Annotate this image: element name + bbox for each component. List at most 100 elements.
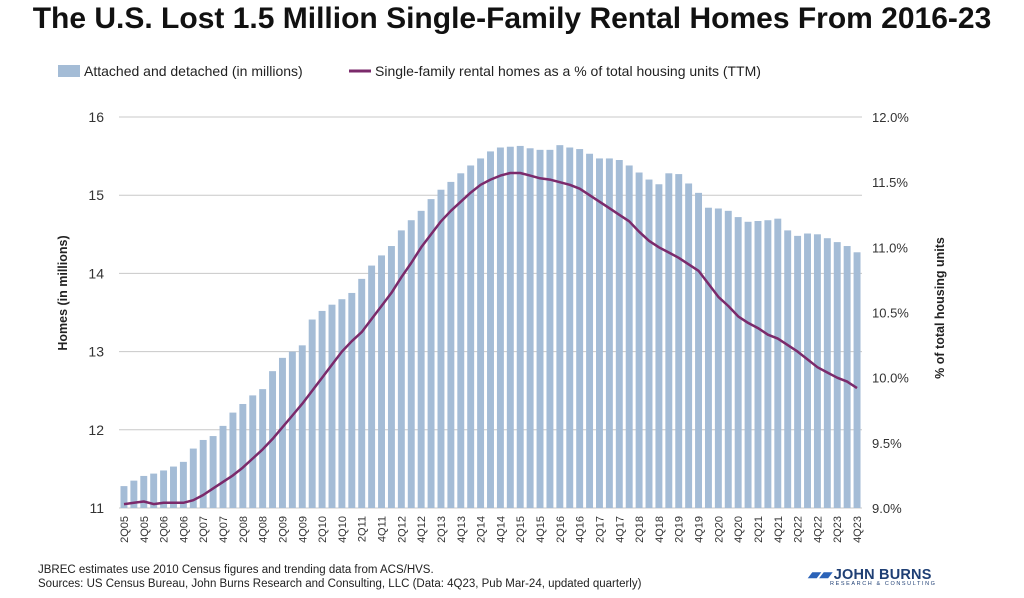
bar [487,151,494,508]
bar [229,412,237,508]
y-left-tick-label: 13 [88,344,104,360]
bar [704,207,712,508]
x-tick-label: 4Q17 [614,516,626,543]
bar [645,179,653,508]
bar [714,208,722,508]
bar [368,265,376,508]
footnotes: JBREC estimates use 2010 Census figures … [38,563,641,591]
bar [477,158,485,509]
bar [140,475,148,508]
y-right-tick-label: 10.0% [872,371,909,386]
bar [576,149,584,508]
y-left-axis-title: Homes (in millions) [56,235,70,350]
bar [189,448,197,508]
bar [813,234,821,509]
x-tick-label: 2Q22 [793,516,805,543]
x-tick-label: 4Q20 [733,516,745,543]
bar [744,221,752,508]
bar [516,145,524,508]
bar [843,246,851,508]
bar [150,473,158,508]
x-tick-label: 2Q07 [198,516,210,543]
bar [328,304,336,508]
x-tick-label: 4Q23 [852,516,864,543]
bar [724,210,732,508]
bar [655,184,663,508]
bar [774,218,782,508]
x-tick-label: 4Q10 [337,516,349,543]
x-tick-label: 2Q16 [555,516,567,543]
x-tick-label: 2Q19 [674,516,686,543]
y-right-tick-label: 10.5% [872,306,909,321]
bar [695,192,703,508]
bar [685,183,693,508]
bar [160,470,168,508]
footnote-line-1: JBREC estimates use 2010 Census figures … [38,564,434,576]
x-tick-label: 4Q05 [139,516,151,543]
x-tick-label: 2Q12 [396,516,408,543]
x-tick-label: 2Q15 [515,516,527,543]
bar [605,158,613,509]
bar [536,149,544,508]
bar [378,255,385,508]
bar [437,189,445,508]
x-tick-label: 2Q17 [594,516,606,543]
bar [625,165,633,508]
bar [635,172,643,508]
footnote-line-2: Sources: US Census Bureau, John Burns Re… [38,578,642,590]
bar [615,160,623,508]
x-tick-label: 4Q19 [694,516,706,543]
logo-name: JOHN BURNS [833,567,932,583]
bar [804,233,811,508]
bar [833,242,841,508]
x-tick-label: 2Q23 [832,516,844,543]
bar [298,345,306,508]
line-series [123,171,858,506]
x-tick-label: 2Q05 [119,516,131,543]
bar [556,145,564,509]
bar [170,466,177,508]
bar [397,230,405,508]
bar [130,480,138,508]
legend-bar-swatch [58,65,80,77]
x-tick-label: 2Q10 [317,516,329,543]
john-burns-logo: ▰▰ JOHN BURNS RESEARCH & CONSULTING [808,567,937,587]
x-tick-label: 4Q11 [377,516,389,542]
bar [308,319,316,508]
x-tick-label: 4Q18 [654,516,666,543]
bar [239,403,247,508]
x-tick-label: 4Q06 [178,516,190,543]
x-tick-label: 2Q11 [357,516,369,542]
bar [417,210,425,508]
bar [764,220,772,508]
bar [546,149,554,508]
bar [506,146,514,508]
x-tick-label: 4Q13 [456,516,468,543]
bar [566,147,574,509]
x-tick-label: 2Q20 [713,516,725,543]
x-tick-label: 2Q13 [436,516,448,543]
bar [318,310,326,508]
bar [526,148,534,508]
x-tick-label: 2Q14 [476,516,488,543]
x-tick-label: 2Q06 [159,516,171,543]
x-tick-label: 4Q16 [575,516,587,543]
x-tick-label: 4Q22 [812,516,824,543]
logo-mark-icon: ▰▰ [808,567,831,583]
bar [457,173,465,508]
bar [427,199,435,509]
bar [734,217,742,508]
x-tick-label: 4Q21 [773,516,785,543]
x-tick-label: 2Q09 [277,516,289,543]
bar [179,461,187,508]
bar [249,395,257,508]
y-right-axis-title: % of total housing units [933,237,947,379]
x-tick-label: 4Q15 [535,516,547,543]
y-left-tick-label: 16 [88,109,104,125]
bar [496,147,504,509]
legend-line-label: Single-family rental homes as a % of tot… [375,63,761,79]
y-right-tick-label: 11.5% [872,175,908,190]
y-right-tick-label: 12.0% [872,110,909,125]
bar [348,292,356,508]
